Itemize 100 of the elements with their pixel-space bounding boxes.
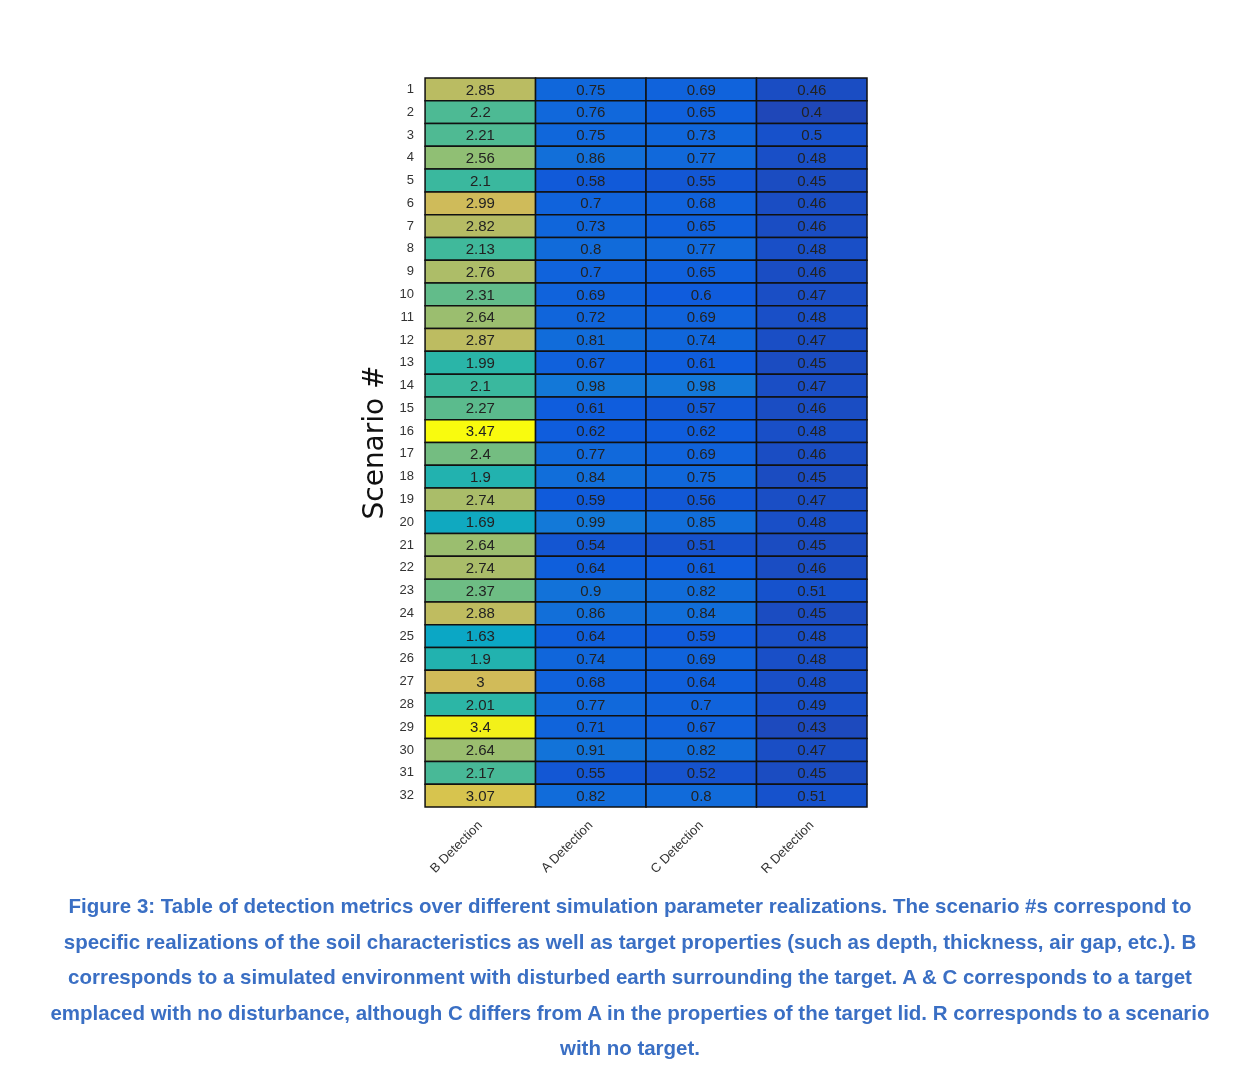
data-label: 0.68 [686,194,716,212]
data-label: 0.84 [686,604,716,622]
data-label: 0.57 [686,399,716,417]
data-label: 0.75 [686,467,716,485]
data-label: 2.56 [465,148,495,166]
data-label: 0.61 [686,353,716,371]
y-tick-label: 14 [399,377,415,393]
data-label: 0.65 [686,217,716,235]
data-label: 1.63 [465,627,495,645]
data-label: 0.64 [686,672,716,690]
data-label: 2.1 [469,376,491,394]
data-label: 0.61 [686,558,716,576]
y-tick-label: 20 [399,513,415,529]
y-tick-label: 7 [406,217,415,233]
data-label: 0.45 [797,467,827,485]
data-label: 0.43 [797,718,827,736]
data-label: 0.46 [797,80,827,98]
data-label: 2.76 [465,262,495,280]
data-label: 0.46 [797,262,827,280]
y-tick-label: 2 [406,103,415,119]
data-label: 2.74 [465,558,495,576]
data-label: 2.87 [465,331,495,349]
data-label: 1.99 [465,353,495,371]
data-label: 0.69 [686,445,716,462]
data-label: 0.74 [576,650,606,668]
data-label: 2.21 [465,126,495,144]
caption: Figure 3: Table of detection metrics over different simulation parameter realizations. The scenario #s correspond to specific realizations of the soil characteristics as well as target properties (such as depth, thickness, air gap, etc.). B corresponds to a simulated environment with disturbed earth surrounding the target. A & C corresponds to a target emplaced with no disturbance, although C differs from A in the properties of the target lid. R corresponds to a scenario with no target. [49,893,1211,1061]
data-label: 0.73 [686,126,716,144]
data-label: 0.67 [576,353,606,371]
y-tick-label: 18 [399,468,415,484]
data-label: 2.99 [465,194,495,212]
data-label: 0.48 [797,672,827,690]
data-label: 0.46 [797,194,827,212]
y-tick-label: 1 [406,80,415,96]
data-label: 0.91 [576,741,606,759]
data-label: 3.47 [465,422,495,440]
data-label: 0.65 [686,262,716,280]
data-label: 0.46 [797,399,827,417]
y-tick-label: 30 [399,741,415,757]
data-label: 0.48 [797,650,827,668]
data-label: 2.88 [465,604,495,622]
data-label: 2.37 [465,581,495,599]
data-label: 0.73 [576,217,606,235]
data-label: 2.01 [465,695,495,713]
data-label: 1.9 [469,650,491,668]
y-tick-label: 8 [406,240,415,256]
data-label: 0.45 [797,536,827,554]
data-label: 0.69 [686,308,716,326]
data-label: 0.77 [686,239,716,257]
data-label: 0.56 [686,490,716,508]
y-tick-label: 13 [399,354,415,370]
data-label: 0.7 [580,194,602,212]
y-tick-label: 19 [399,491,415,506]
data-label: 2.27 [465,399,495,417]
data-label: 0.45 [797,604,827,622]
data-label: 2.13 [465,239,495,257]
y-tick-label: 23 [399,582,415,598]
data-label: 0.81 [576,331,606,349]
data-label: 0.59 [576,490,606,508]
data-label: 0.48 [797,148,827,166]
data-label: 0.71 [576,718,606,736]
data-label: 0.45 [797,171,827,189]
data-label: 0.55 [686,171,716,189]
y-tick-label: 29 [399,718,415,734]
data-label: 0.85 [686,513,716,531]
data-label: 0.48 [797,308,827,326]
data-label: 0.46 [797,445,827,462]
data-label: 2.64 [465,536,495,554]
data-label: 0.4 [801,103,823,121]
data-label: 0.47 [797,490,827,508]
y-tick-label: 15 [399,399,415,415]
y-tick-label: 12 [399,331,415,347]
data-label: 0.77 [686,148,716,166]
data-label: 0.8 [690,786,712,804]
data-label: 0.82 [686,581,716,599]
y-tick-label: 17 [399,445,415,461]
data-label: 0.47 [797,285,827,303]
data-label: 0.82 [576,786,606,804]
data-label: 0.46 [797,217,827,235]
y-tick-label: 4 [406,149,415,165]
data-label: 0.67 [686,718,716,736]
data-label: 0.7 [580,262,602,280]
data-label: 0.9 [580,581,602,599]
data-label: 0.48 [797,513,827,531]
data-label: 0.58 [576,171,606,189]
data-label: 0.77 [576,695,606,713]
data-label: 0.52 [686,763,716,781]
y-tick-label: 11 [400,308,415,324]
y-tick-label: 16 [399,422,415,438]
y-tick-label: 6 [406,194,415,210]
data-label: 0.47 [797,331,827,349]
data-label: 0.7 [690,695,712,713]
data-label: 0.99 [576,513,606,531]
data-label: 3 [476,672,485,690]
y-tick-label: 24 [399,604,415,620]
data-label: 0.51 [797,581,827,599]
data-label: 2.31 [465,285,495,303]
y-tick-label: 27 [399,673,415,689]
data-label: 0.48 [797,239,827,257]
data-label: 0.98 [576,376,606,394]
